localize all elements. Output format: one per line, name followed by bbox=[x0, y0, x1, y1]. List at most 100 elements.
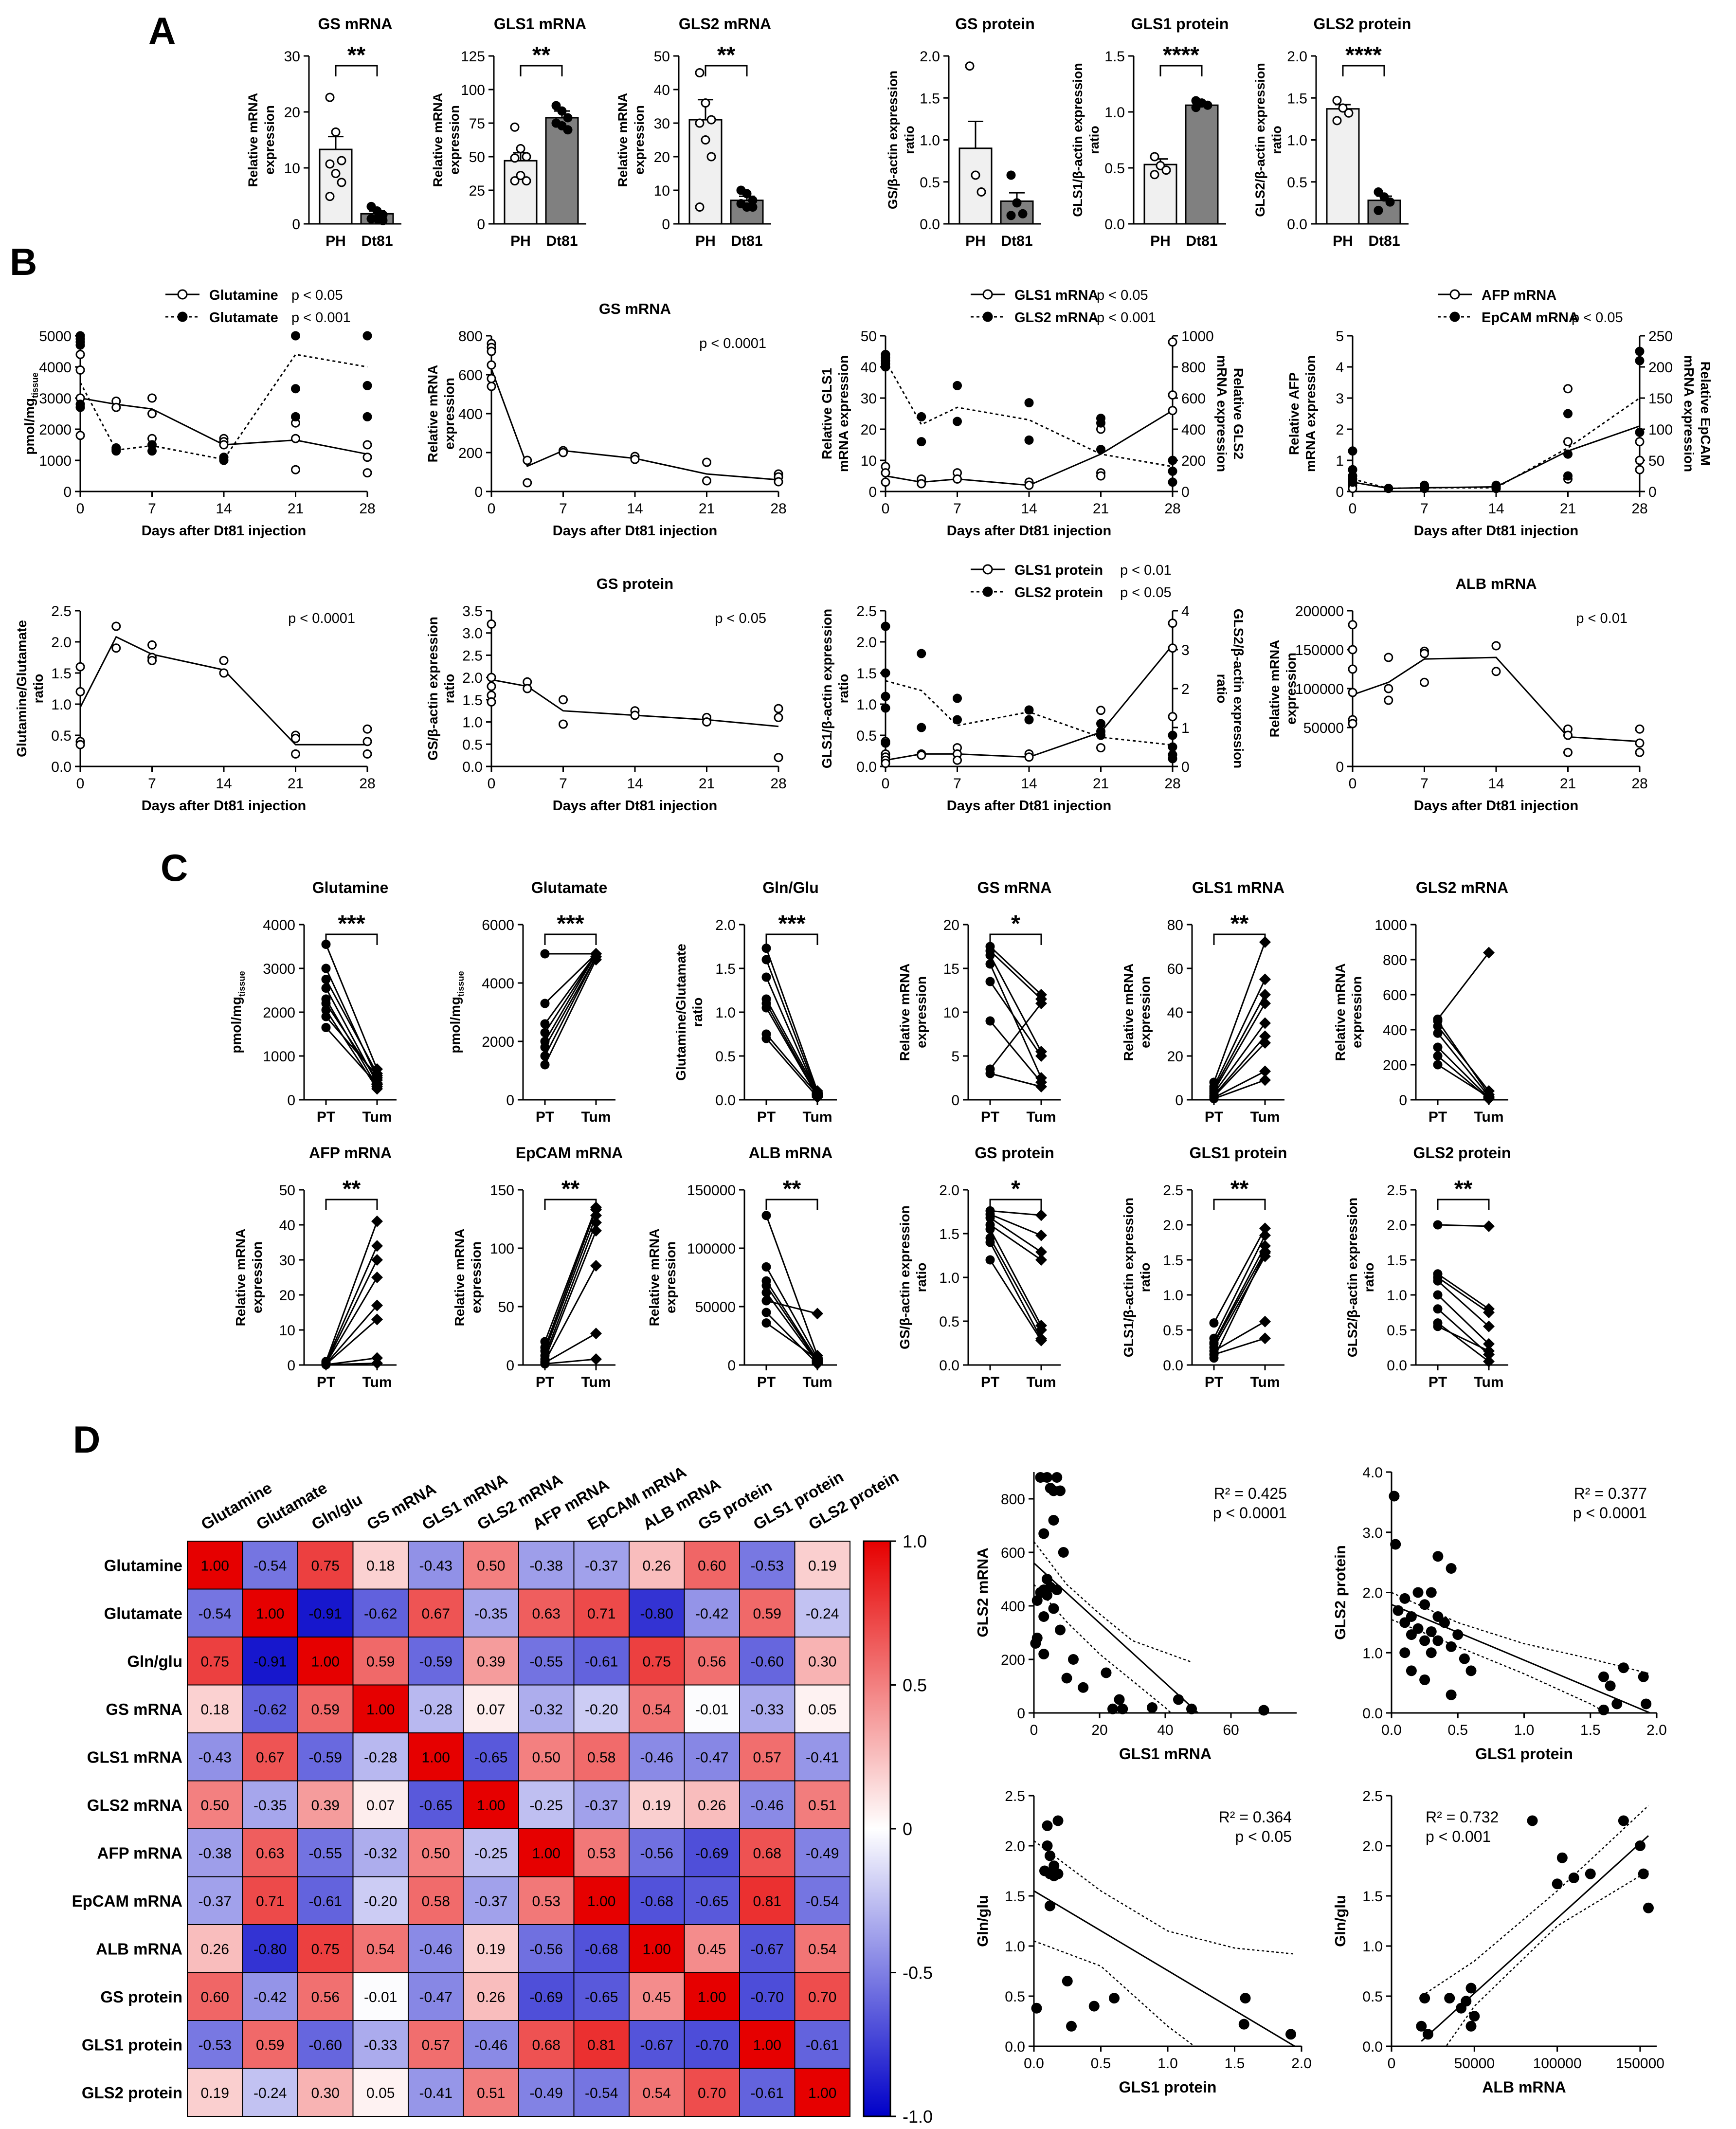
heatmap-cell bbox=[794, 2068, 850, 2117]
x-tick-label: Dt81 bbox=[731, 233, 762, 249]
y-tick-label: 1.5 bbox=[920, 91, 940, 107]
data-point bbox=[774, 477, 783, 487]
x-tick-label: PT bbox=[317, 1374, 335, 1390]
data-point bbox=[337, 156, 346, 165]
heatmap-cell bbox=[408, 1541, 464, 1590]
heatmap-cell bbox=[684, 1541, 740, 1590]
chart-title: ALB mRNA bbox=[749, 1144, 832, 1162]
x-tick-label: PT bbox=[1205, 1374, 1223, 1390]
x-tick-label: PT bbox=[757, 1109, 776, 1125]
y-axis-label-line: GLS2/β-actin expression bbox=[1345, 1198, 1360, 1357]
heatmap-cell-value: 0.26 bbox=[698, 1798, 726, 1814]
data-point bbox=[1024, 715, 1034, 725]
data-point bbox=[1433, 1290, 1443, 1300]
pair-line bbox=[1213, 942, 1266, 1083]
data-point bbox=[1469, 2011, 1480, 2022]
heatmap-cell-value: -0.60 bbox=[309, 2037, 342, 2053]
legend-marker bbox=[982, 289, 993, 300]
y-tick-label: 0.0 bbox=[939, 1358, 959, 1374]
data-point bbox=[1483, 1355, 1495, 1367]
y-tick-label: 200 bbox=[1383, 1057, 1407, 1074]
heatmap-cell bbox=[629, 1876, 685, 1925]
x-tick-label: 14 bbox=[1021, 501, 1037, 517]
heatmap-cell bbox=[352, 1780, 409, 1829]
heatmap-cell bbox=[352, 2068, 409, 2117]
data-point bbox=[1563, 730, 1573, 740]
y2-axis-label: Relative EpCAMmRNA expression bbox=[1682, 355, 1713, 472]
y-tick-label: 0.5 bbox=[462, 737, 483, 753]
data-point bbox=[1031, 2002, 1042, 2014]
y2-axis-label: Relative GLS2mRNA expression bbox=[1214, 355, 1246, 472]
pair-line bbox=[765, 959, 818, 1094]
x-tick-label: Tum bbox=[1026, 1374, 1056, 1390]
data-point bbox=[1042, 1820, 1053, 1831]
heatmap-cell bbox=[242, 1876, 298, 1925]
chart-title: Gln/Glu bbox=[762, 879, 819, 896]
heatmap-cell bbox=[352, 1924, 409, 1973]
significance-bracket bbox=[544, 933, 597, 945]
heatmap-cell-value: 0.54 bbox=[643, 2085, 671, 2101]
heatmap-cell bbox=[518, 1876, 575, 1925]
data-point bbox=[559, 448, 568, 457]
y-axis-label-line: expression bbox=[469, 1241, 484, 1313]
data-point bbox=[147, 393, 157, 403]
y-tick-label: 30 bbox=[279, 1253, 295, 1269]
y-tick-label: 100000 bbox=[687, 1241, 736, 1257]
colorbar-tick-label: 0 bbox=[903, 1819, 912, 1839]
heatmap-row-label: GLS1 mRNA bbox=[87, 1748, 182, 1766]
y-tick-label: 1 bbox=[1336, 453, 1344, 469]
data-point bbox=[1611, 1698, 1623, 1710]
data-point bbox=[325, 92, 335, 102]
x-tick-label: 7 bbox=[953, 776, 961, 792]
data-point bbox=[774, 712, 783, 722]
heatmap-cell-value: 0.19 bbox=[643, 1798, 671, 1814]
data-point bbox=[1285, 2029, 1296, 2040]
data-point bbox=[563, 125, 573, 135]
data-point bbox=[695, 68, 705, 77]
heatmap-cell-value: -0.54 bbox=[253, 1558, 287, 1574]
data-point bbox=[75, 431, 85, 440]
y-axis-label: Relative mRNA expression bbox=[246, 93, 277, 187]
data-point bbox=[378, 216, 388, 225]
heatmap-cell bbox=[739, 2068, 796, 2117]
data-point bbox=[111, 643, 121, 653]
chart-title: GLS1 protein bbox=[1190, 1144, 1287, 1162]
x-tick-label: 150000 bbox=[1616, 2056, 1664, 2072]
data-point bbox=[1259, 1222, 1271, 1235]
confidence-band-upper bbox=[1392, 1592, 1650, 1674]
data-point bbox=[590, 1225, 602, 1237]
y-tick-label: 0.0 bbox=[1287, 217, 1307, 233]
heatmap-row-label: EpCAM mRNA bbox=[72, 1892, 182, 1910]
y-axis-label-line: ratio bbox=[836, 674, 851, 704]
data-point bbox=[695, 118, 705, 128]
y-tick-label: 0.0 bbox=[1362, 2039, 1383, 2055]
pair-line bbox=[544, 1265, 597, 1362]
heatmap-cell-value: -0.33 bbox=[364, 2037, 397, 2053]
p-value-label: p < 0.01 bbox=[1576, 611, 1628, 626]
series-line bbox=[490, 368, 779, 481]
data-point bbox=[75, 349, 85, 359]
data-point bbox=[1635, 346, 1645, 356]
data-point bbox=[371, 1078, 383, 1091]
y-tick-label: 20 bbox=[279, 1288, 295, 1304]
pair-line bbox=[1437, 1025, 1490, 1092]
data-point bbox=[1096, 730, 1105, 740]
legend-p-value: p < 0.05 bbox=[1097, 288, 1148, 303]
pair-line bbox=[1213, 1003, 1266, 1092]
data-point bbox=[75, 365, 85, 375]
data-point bbox=[1483, 1338, 1495, 1350]
pair-line bbox=[1437, 1276, 1489, 1313]
y-tick-label: 0 bbox=[1181, 759, 1190, 775]
chart-title: Glutamine bbox=[312, 879, 388, 896]
data-point bbox=[917, 412, 926, 421]
x-tick-label: 0 bbox=[76, 501, 85, 517]
colorbar-tick-label: 0.5 bbox=[903, 1675, 927, 1695]
y-tick-label: 0.5 bbox=[856, 728, 877, 744]
data-point bbox=[761, 1288, 771, 1297]
data-point bbox=[111, 446, 121, 456]
heatmap-cell-value: -0.42 bbox=[253, 1989, 287, 2005]
chart-title: GLS1 mRNA bbox=[494, 15, 586, 33]
y-tick-label: 6000 bbox=[482, 917, 514, 933]
x-tick-label: Tum bbox=[362, 1374, 392, 1390]
y-axis-label-line: Relative mRNA bbox=[1121, 964, 1136, 1061]
